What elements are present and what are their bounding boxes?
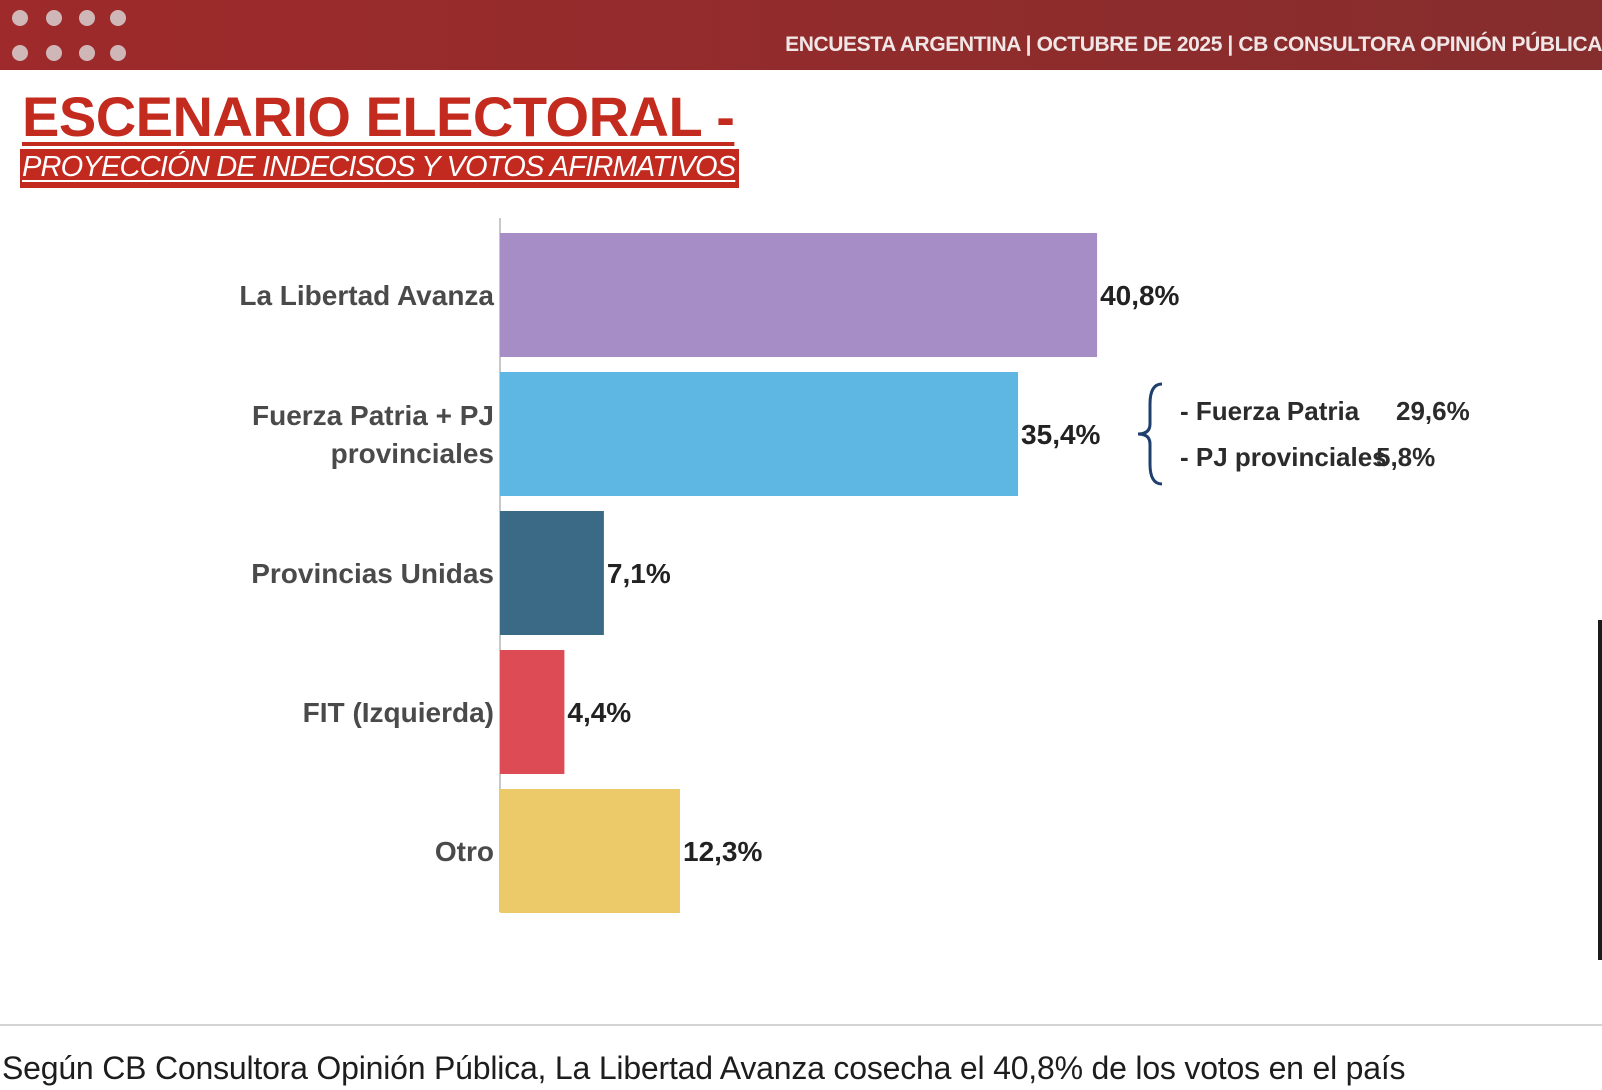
data-label: 35,4%	[1021, 419, 1100, 450]
bar-chart: La Libertad Avanza 40,8% Fuerza Patria + P…	[239, 218, 1470, 913]
frame-edge	[1598, 620, 1602, 960]
bar	[500, 233, 1098, 357]
category-label: FIT (Izquierda)	[303, 697, 494, 728]
category-label: La Libertad Avanza	[239, 280, 494, 311]
data-label: 40,8%	[1100, 280, 1179, 311]
decorative-dot	[79, 45, 95, 61]
brace-icon	[1137, 382, 1163, 486]
data-label: 4,4%	[567, 697, 631, 728]
decorative-dot	[79, 10, 95, 26]
image-caption: Según CB Consultora Opinión Pública, La …	[2, 1050, 1406, 1086]
decorative-dot	[110, 45, 126, 61]
category-label: Fuerza Patria + PJ	[252, 400, 494, 431]
category-label: Otro	[435, 836, 494, 867]
breakdown-item-label: - PJ provinciales	[1180, 442, 1387, 472]
infographic-frame: ENCUESTA ARGENTINA | OCTUBRE DE 2025 | C…	[0, 0, 1602, 1026]
bar	[500, 650, 565, 774]
decorative-dot	[110, 10, 126, 26]
header-bar: ENCUESTA ARGENTINA | OCTUBRE DE 2025 | C…	[0, 0, 1602, 70]
breakdown-item-label: - Fuerza Patria	[1180, 396, 1360, 426]
bar	[500, 372, 1019, 496]
breakdown-item-value: 29,6%	[1396, 396, 1470, 426]
data-label: 12,3%	[683, 836, 762, 867]
chart-subtitle: PROYECCIÓN DE INDECISOS Y VOTOS AFIRMATI…	[20, 149, 740, 188]
bar	[500, 511, 604, 635]
chart-title: ESCENARIO ELECTORAL -	[22, 85, 735, 148]
category-label: Provincias Unidas	[251, 558, 494, 589]
decorative-dot	[12, 45, 28, 61]
bar	[500, 789, 680, 913]
category-label: provinciales	[331, 438, 494, 469]
decorative-dot	[46, 45, 62, 61]
breakdown-item-value: 5,8%	[1376, 442, 1435, 472]
header-source-text: ENCUESTA ARGENTINA | OCTUBRE DE 2025 | C…	[785, 33, 1602, 56]
decorative-dot	[46, 10, 62, 26]
data-label: 7,1%	[607, 558, 671, 589]
decorative-dot	[12, 10, 28, 26]
